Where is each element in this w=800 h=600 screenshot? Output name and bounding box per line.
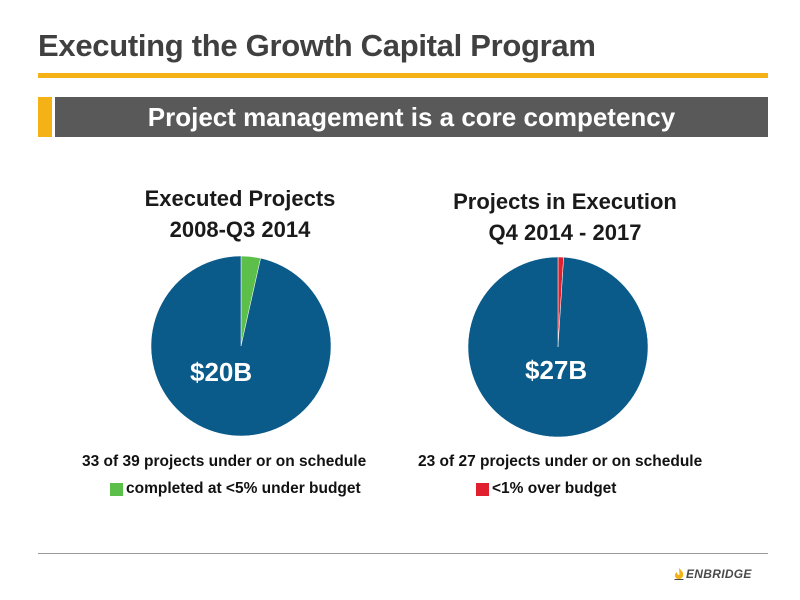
logo-text: ENBRIDGE bbox=[686, 567, 752, 581]
pie-slice-1 bbox=[150, 255, 332, 437]
subtitle-banner: Project management is a core competency bbox=[55, 97, 768, 137]
chart-title-line1: Projects in Execution bbox=[453, 189, 677, 214]
legend-swatch-green bbox=[110, 482, 123, 496]
slide-title: Executing the Growth Capital Program bbox=[38, 28, 596, 63]
legend-swatch-red bbox=[476, 482, 489, 496]
pie-chart-executed bbox=[150, 255, 332, 437]
pie-center-label: $27B bbox=[525, 355, 588, 385]
pie-caption-executed: 33 of 39 projects under or on schedule bbox=[82, 453, 367, 470]
banner-accent-bar bbox=[38, 97, 52, 137]
legend-over-budget: <1% over budget bbox=[476, 480, 616, 498]
legend-label: <1% over budget bbox=[492, 480, 617, 497]
banner-text: Project management is a core competency bbox=[147, 101, 676, 132]
pie-center-label: $20B bbox=[190, 357, 253, 387]
title-underline bbox=[38, 73, 768, 78]
chart-title-line2: Q4 2014 - 2017 bbox=[488, 220, 642, 245]
legend-label: completed at <5% under budget bbox=[126, 480, 361, 497]
chart-title-executed: Executed Projects 2008-Q3 2014 bbox=[100, 183, 380, 245]
chart-title-in-execution: Projects in Execution Q4 2014 - 2017 bbox=[420, 186, 710, 248]
footer-divider bbox=[38, 553, 768, 554]
pie-chart-in-execution bbox=[467, 256, 649, 438]
pie-slice-1 bbox=[467, 256, 649, 438]
pie-caption-in-execution: 23 of 27 projects under or on schedule bbox=[418, 453, 703, 470]
enbridge-flame-logo-icon bbox=[674, 568, 684, 580]
enbridge-logo: ENBRIDGE bbox=[672, 567, 752, 581]
legend-under-budget: completed at <5% under budget bbox=[110, 480, 361, 498]
chart-title-line1: Executed Projects bbox=[144, 186, 336, 211]
chart-title-line2: 2008-Q3 2014 bbox=[169, 217, 311, 242]
